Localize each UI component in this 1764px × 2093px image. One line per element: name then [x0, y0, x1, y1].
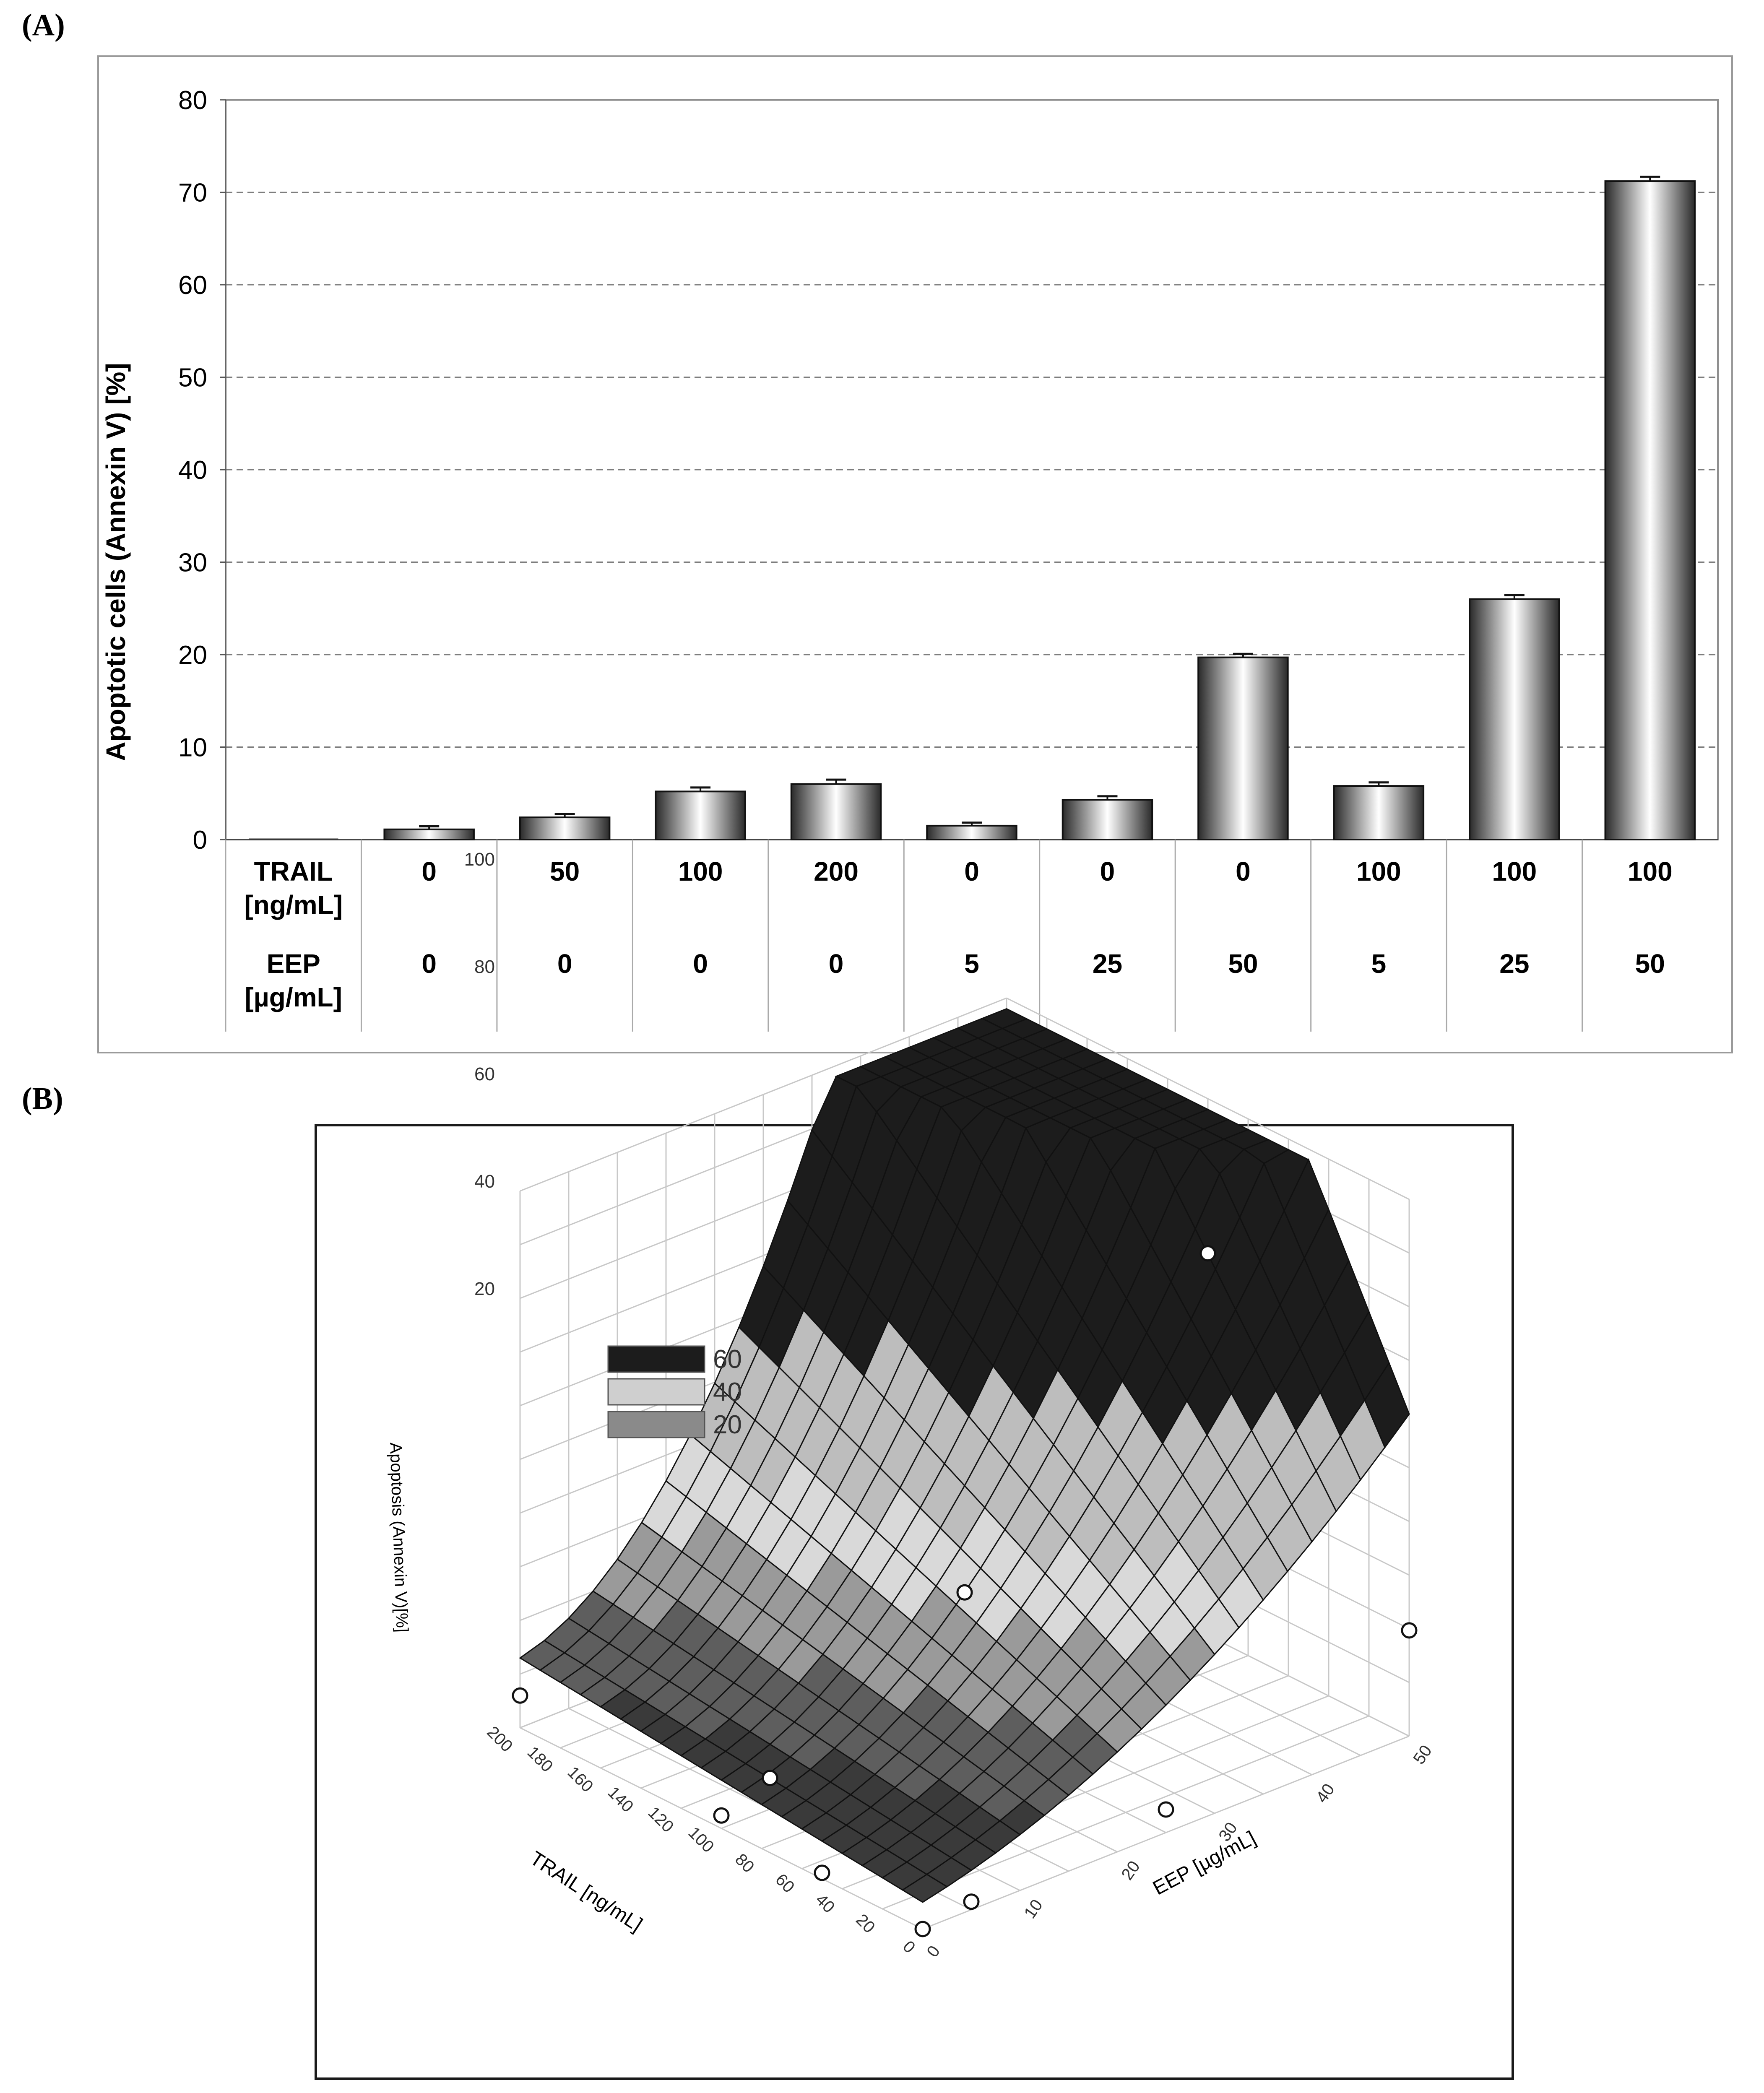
panel-a-label: (A)	[22, 8, 65, 42]
table-cell: 0	[829, 949, 844, 979]
z-tick-label: 60	[474, 1064, 495, 1084]
trail-tick-label: 160	[564, 1763, 596, 1796]
data-point	[512, 1687, 528, 1704]
bar	[1604, 180, 1696, 840]
table-cell: 0	[1100, 856, 1115, 887]
table-cell: 25	[1093, 949, 1122, 979]
legend-swatch	[607, 1411, 705, 1438]
wall-gridline	[882, 1715, 1369, 1910]
trail-tick-label: 60	[772, 1870, 798, 1897]
eep-axis-label: EEP [µg/mL]	[1149, 1827, 1259, 1899]
trail-tick-label: 120	[644, 1803, 677, 1836]
table-cell: 100	[1628, 856, 1673, 887]
table-cell: 25	[1499, 949, 1529, 979]
trail-tick-label: 200	[483, 1723, 516, 1755]
bar	[383, 828, 475, 840]
y-tick-label: 80	[178, 86, 207, 115]
eep-tick-label: 0	[923, 1942, 944, 1960]
data-point	[762, 1770, 778, 1786]
y-tick-label: 40	[178, 456, 207, 485]
table-cell: 100	[678, 856, 723, 887]
y-axis-label: Apoptotic cells (Annexin V) [%]	[101, 363, 131, 761]
trail-tick-label: 140	[604, 1783, 637, 1816]
legend-label: 40	[713, 1378, 742, 1407]
table-row-unit: [µg/mL]	[245, 982, 342, 1012]
bar	[790, 783, 882, 840]
legend-swatch	[607, 1345, 705, 1373]
table-cell: 0	[421, 856, 437, 887]
wall-gridline	[922, 1735, 1410, 1930]
data-point	[1401, 1622, 1418, 1639]
data-point	[956, 1584, 973, 1601]
trail-axis-label: TRAIL [ng/mL]	[526, 1847, 646, 1936]
legend-swatch	[607, 1378, 705, 1406]
table-cell: 50	[1635, 949, 1665, 979]
table-cell: 100	[1356, 856, 1401, 887]
y-tick-label: 70	[178, 179, 207, 208]
bar	[1469, 598, 1560, 840]
eep-tick-label: 50	[1410, 1742, 1436, 1768]
y-tick-label: 10	[178, 733, 207, 762]
data-point	[713, 1807, 730, 1824]
data-point	[1158, 1801, 1174, 1818]
table-cell: 50	[1228, 949, 1258, 979]
z-tick-label: 80	[474, 957, 495, 977]
table-cell: 200	[814, 856, 859, 887]
data-point	[814, 1864, 830, 1881]
data-point	[1199, 1245, 1216, 1262]
table-cell: 50	[550, 856, 580, 887]
table-cell: 0	[557, 949, 572, 979]
bar	[519, 816, 611, 840]
table-row-label: TRAIL	[254, 856, 333, 887]
eep-tick-label: 20	[1118, 1857, 1144, 1883]
y-tick-label: 20	[178, 641, 207, 670]
trail-tick-label: 80	[731, 1850, 758, 1877]
table-cell: 5	[1371, 949, 1387, 979]
y-tick-label: 30	[178, 549, 207, 577]
table-cell: 0	[421, 949, 437, 979]
legend-label: 60	[713, 1345, 742, 1374]
table-cell: 100	[1492, 856, 1537, 887]
data-point	[914, 1921, 931, 1937]
surface-patch	[901, 1873, 948, 1903]
table-cell: 0	[1236, 856, 1251, 887]
eep-tick-label: 10	[1020, 1896, 1046, 1922]
trail-tick-label: 20	[852, 1911, 879, 1937]
table-row-unit: [ng/mL]	[244, 890, 343, 920]
bar	[1333, 785, 1425, 840]
panel-b-label: (B)	[22, 1082, 63, 1116]
trail-tick-label: 100	[684, 1823, 717, 1856]
bar	[1062, 799, 1153, 841]
eep-tick-label: 40	[1312, 1780, 1338, 1806]
table-cell: 0	[693, 949, 708, 979]
z-tick-label: 20	[474, 1279, 495, 1299]
trail-tick-label: 40	[812, 1890, 838, 1917]
trail-tick-label: 0	[899, 1937, 919, 1957]
y-tick-label: 60	[178, 271, 207, 300]
table-cell: 5	[964, 949, 979, 979]
table-row-label: EEP	[267, 949, 320, 979]
apoptosis-axis-label: Apoptosis (Annexin V)[%]	[386, 1442, 411, 1633]
data-point	[963, 1893, 980, 1910]
y-tick-label: 0	[193, 826, 207, 855]
y-tick-label: 50	[178, 364, 207, 393]
trail-tick-label: 180	[523, 1743, 556, 1776]
legend-label: 20	[713, 1410, 742, 1439]
table-cell: 0	[964, 856, 979, 887]
z-tick-label: 100	[464, 849, 495, 870]
z-tick-label: 40	[474, 1171, 495, 1192]
